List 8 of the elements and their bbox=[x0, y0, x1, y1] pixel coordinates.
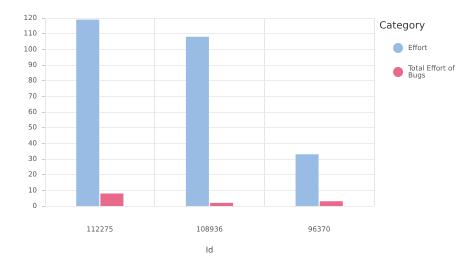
bar bbox=[320, 201, 343, 206]
bar bbox=[210, 202, 234, 206]
bar bbox=[76, 20, 100, 206]
x-axis-title: Id bbox=[206, 246, 214, 254]
legend-title: Category bbox=[379, 20, 426, 32]
bar bbox=[186, 36, 209, 206]
bar bbox=[296, 154, 319, 206]
bar bbox=[100, 193, 124, 206]
